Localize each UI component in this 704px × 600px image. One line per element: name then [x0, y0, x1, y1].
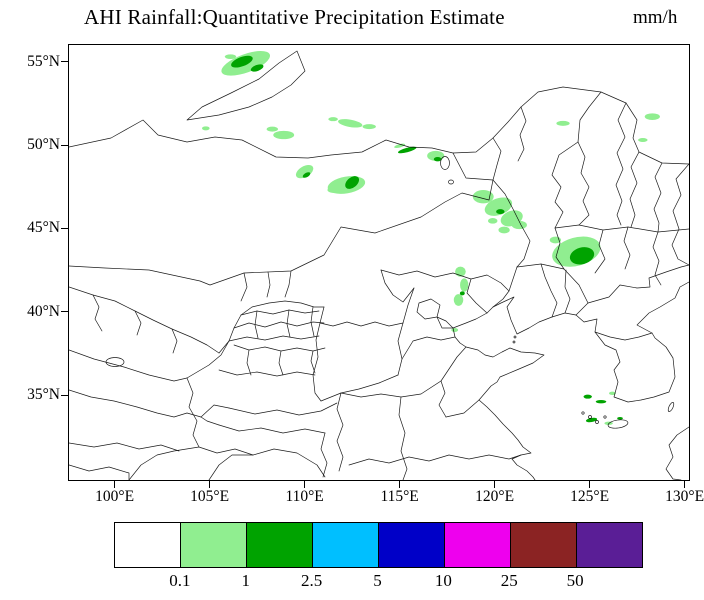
precip-cell	[433, 157, 442, 162]
precip-cell	[250, 64, 264, 72]
precip-cell	[595, 400, 607, 404]
precip-cell	[266, 126, 279, 132]
island	[595, 420, 599, 424]
lon-tick-mark	[114, 481, 116, 488]
island	[603, 415, 607, 419]
precip-cell	[556, 120, 570, 126]
colorbar-value: 25	[500, 571, 518, 590]
plot-title: AHI Rainfall:Quantitative Precipitation …	[84, 5, 505, 29]
lon-tick-mark	[494, 481, 496, 488]
lat-tick-mark	[61, 227, 68, 229]
precip-cell	[484, 197, 513, 216]
island-tsushima	[667, 402, 675, 412]
precip-cell	[338, 119, 363, 128]
lon-tick-label: 110°E	[285, 488, 324, 505]
colorbar-cell	[312, 523, 378, 567]
colorbar-cell	[576, 523, 642, 567]
precip-cell	[549, 236, 562, 244]
colorbar-cell	[378, 523, 444, 567]
precip-cell	[487, 218, 498, 224]
precip-cell	[328, 117, 338, 122]
lat-tick-label: 35°N	[27, 386, 60, 403]
colorbar-cell	[246, 523, 312, 567]
precip-cell	[362, 124, 376, 130]
precip-cell	[451, 328, 459, 332]
colorbar-cell	[510, 523, 576, 567]
precip-cell	[302, 172, 311, 178]
island	[512, 340, 516, 344]
precip-cell	[498, 226, 510, 234]
precip-cell	[511, 220, 527, 230]
colorbar-value: 10	[434, 571, 452, 590]
precip-cell	[604, 421, 613, 426]
precip-cell	[583, 394, 592, 399]
lake-hulun	[440, 156, 450, 170]
lon-tick-label: 115°E	[380, 488, 419, 505]
lon-tick-mark	[399, 481, 401, 488]
colorbar-value: 5	[373, 571, 382, 590]
island-jeju	[607, 419, 629, 429]
lat-tick-mark	[61, 311, 68, 313]
lake-qinghai	[105, 357, 125, 367]
lon-tick-label: 120°E	[475, 488, 515, 505]
precip-cell	[273, 130, 295, 140]
lon-tick-mark	[304, 481, 306, 488]
lat-tick-mark	[61, 394, 68, 396]
precip-cell	[644, 113, 660, 120]
lat-tick-label: 40°N	[27, 302, 60, 320]
lat-tick-label: 55°N	[27, 52, 60, 70]
colorbar-cell	[444, 523, 510, 567]
precip-cell	[472, 190, 494, 204]
precip-cell	[231, 55, 253, 68]
lon-tick-label: 125°E	[570, 488, 610, 505]
colorbar-cell	[115, 523, 180, 567]
precip-cell	[394, 143, 406, 149]
precip-cell	[202, 126, 210, 131]
units-label: mm/h	[633, 7, 678, 28]
island	[513, 335, 517, 339]
lon-tick-mark	[589, 481, 591, 488]
basemap-boundaries	[69, 50, 689, 480]
colorbar-value: 2.5	[301, 571, 323, 590]
island	[581, 411, 585, 415]
lat-tick-mark	[61, 144, 68, 146]
precip-cell	[398, 146, 417, 154]
lon-tick-label: 130°E	[665, 488, 704, 505]
lat-tick-label: 50°N	[27, 136, 60, 153]
precip-cell	[496, 209, 505, 215]
precip-cell	[609, 391, 616, 396]
precip-cell	[617, 417, 623, 420]
lon-tick-mark	[209, 481, 211, 488]
precipitation-layer	[202, 51, 660, 426]
map-canvas	[69, 50, 689, 480]
colorbar-cell	[180, 523, 246, 567]
precip-cell	[455, 266, 466, 277]
lon-tick-label: 100°E	[95, 488, 135, 505]
colorbar-value: 50	[566, 571, 584, 590]
precip-cell	[295, 165, 314, 179]
lat-tick-label: 45°N	[27, 219, 60, 237]
precip-cell	[569, 247, 595, 265]
precip-cell	[585, 417, 598, 423]
map-frame	[68, 44, 690, 481]
precip-cell	[453, 294, 464, 306]
colorbar	[114, 522, 643, 568]
lon-tick-label: 105°E	[190, 488, 230, 505]
lat-tick-mark	[61, 61, 68, 63]
lon-tick-mark	[684, 481, 686, 488]
lake-buir	[448, 179, 454, 185]
precip-cell	[460, 278, 469, 292]
island	[588, 415, 592, 419]
precip-cell	[327, 187, 339, 193]
colorbar-value: 1	[241, 571, 251, 590]
precip-cell	[224, 54, 237, 59]
precip-cell	[638, 138, 648, 142]
colorbar-value: 0.1	[169, 571, 191, 590]
precip-cell	[345, 176, 360, 189]
precip-cell	[459, 291, 465, 296]
